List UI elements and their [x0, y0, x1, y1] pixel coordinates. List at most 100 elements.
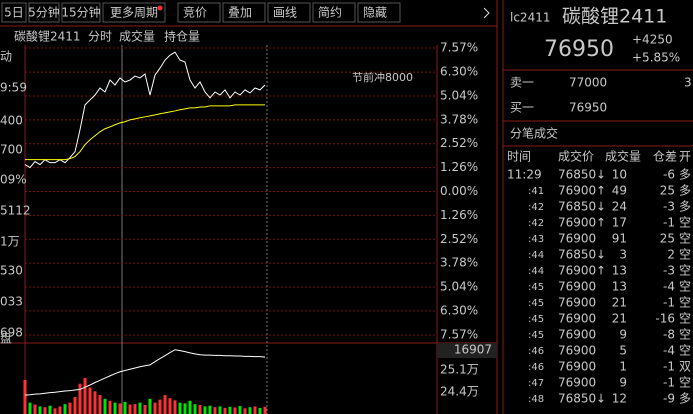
trade-arrow: ↑ [596, 216, 606, 230]
trade-arrow: ↓ [596, 392, 606, 406]
volume-label-bg [437, 343, 497, 358]
volume-tick-label: 16907 [454, 343, 492, 357]
volume-bar [58, 406, 62, 414]
trade-oi-change: -1 [663, 296, 675, 310]
trade-price: 76900 [558, 280, 596, 294]
trade-type: 空 [679, 376, 691, 390]
volume-bar [33, 404, 37, 414]
trade-volume: 13 [612, 264, 627, 278]
toolbar-button[interactable] [61, 2, 101, 23]
y-tick-label: 7.57% [440, 328, 478, 342]
trade-arrow: ↑ [596, 184, 606, 198]
trade-volume: 3 [619, 248, 627, 262]
trade-time: :42 [528, 202, 544, 213]
trade-oi-change: -9 [663, 392, 675, 406]
chart-symbol: 碳酸锂2411 [14, 29, 81, 44]
trade-arrow: ↓ [596, 168, 606, 182]
toolbar-button-label[interactable]: 画线 [273, 6, 297, 20]
left-axis-label: 033 [0, 295, 23, 309]
trade-arrow: ↓ [596, 200, 606, 214]
volume-bar [88, 387, 92, 414]
trade-price: 76900 [558, 376, 596, 390]
trade-type: 多 [679, 200, 691, 214]
trade-price: 76850 [558, 168, 596, 182]
trade-oi-change: -1 [663, 216, 675, 230]
y-tick-label: 3.78% [440, 112, 478, 126]
volume-bar [68, 402, 72, 414]
toolbar-button[interactable] [177, 2, 221, 23]
chart-tab[interactable]: 持仓量 [164, 29, 200, 44]
toolbar-button[interactable] [222, 2, 266, 23]
volume-bar [78, 383, 82, 414]
volume-bar [63, 404, 67, 414]
pane-label: 盘 [0, 331, 12, 346]
chart-tab[interactable]: 分时 [88, 30, 112, 44]
trade-price: 76850 [558, 392, 596, 406]
trade-type: 空 [679, 328, 691, 342]
volume-bar [108, 400, 112, 414]
trade-volume: 49 [612, 184, 627, 198]
toolbar-button[interactable] [28, 2, 60, 23]
oi-tick-label: 24.4万 [440, 384, 479, 398]
toolbar-button[interactable] [1, 2, 27, 23]
bid-label: 买一 [510, 101, 534, 115]
trade-volume: 1 [619, 360, 627, 374]
watermark: 节前冲8000 [352, 70, 413, 84]
toolbar-button-label[interactable]: 5分钟 [28, 5, 60, 20]
trade-volume: 21 [612, 296, 627, 310]
trade-type: 空 [679, 296, 691, 310]
toolbar-button-label[interactable]: 15分钟 [61, 5, 100, 20]
y-tick-label: 7.57% [440, 41, 478, 55]
y-tick-label: 6.30% [440, 65, 478, 79]
trade-time: :45 [528, 314, 544, 325]
left-axis-label: 700 [0, 143, 23, 157]
toolbar-button-label[interactable]: 更多周期 [110, 6, 158, 20]
trade-volume: 13 [612, 280, 627, 294]
trade-time: :43 [528, 234, 544, 245]
trade-volume: 21 [612, 312, 627, 326]
toolbar-button-label[interactable]: 5日 [4, 6, 24, 20]
quote-change-pct: +5.85% [632, 51, 680, 65]
quote-last: 76950 [544, 37, 614, 62]
toolbar-button[interactable] [357, 2, 401, 23]
trade-time: :46 [528, 346, 544, 357]
trades-header: 开 [679, 150, 691, 164]
toolbar-button-label[interactable]: 简约 [318, 5, 342, 20]
toolbar-button[interactable] [267, 2, 311, 23]
volume-bar [158, 399, 162, 414]
trade-type: 空 [679, 312, 691, 326]
chart-tab[interactable]: 成交量 [119, 29, 155, 44]
toolbar-button[interactable] [312, 2, 356, 23]
trade-oi-change: -6 [663, 168, 675, 182]
toolbar-button-label[interactable]: 叠加 [228, 6, 252, 20]
trade-time: :42 [528, 218, 544, 229]
toolbar: 5日 5分钟 15分钟 更多周期 竞价 叠加 画线 简约 隐藏 [1, 2, 490, 23]
toolbar-button[interactable] [102, 2, 166, 23]
trade-time: :46 [528, 362, 544, 373]
trade-time: :45 [528, 298, 544, 309]
left-axis-label: 动 [0, 50, 12, 64]
trade-price: 76900 [558, 360, 596, 374]
volume-bar [228, 406, 232, 414]
toolbar-button-label[interactable]: 隐藏 [363, 6, 387, 20]
y-tick-label: 3.78% [440, 256, 478, 270]
trade-time: :48 [528, 394, 544, 405]
toolbar-button-label[interactable]: 竞价 [183, 6, 207, 20]
trade-price: 76900 [558, 264, 596, 278]
volume-bar [118, 403, 122, 414]
volume-bar [238, 406, 242, 414]
trade-volume: 9 [619, 376, 627, 390]
trade-oi-change: 2 [667, 248, 675, 262]
volume-bar [138, 402, 142, 414]
trades-header: 成交价 [558, 149, 594, 164]
trade-type: 空 [679, 248, 691, 262]
volume-bar [153, 402, 157, 414]
y-tick-label: 2.52% [440, 136, 478, 150]
trade-time: :45 [528, 282, 544, 293]
volume-bar [253, 406, 257, 414]
trade-oi-change: -3 [663, 264, 675, 278]
volume-bar [143, 404, 147, 414]
y-tick-label: 0.00% [440, 184, 478, 198]
